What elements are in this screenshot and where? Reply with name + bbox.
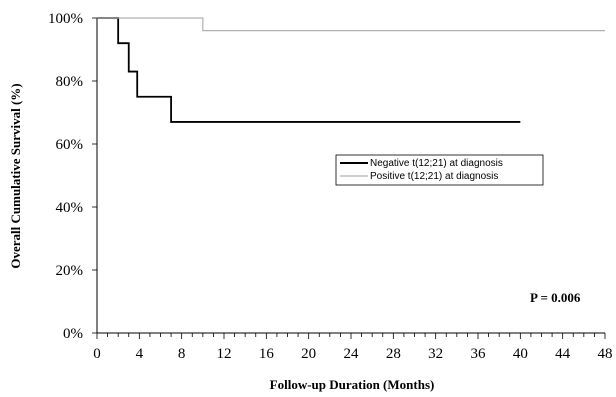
- x-axis-title: Follow-up Duration (Months): [270, 377, 435, 392]
- x-tick-label: 20: [301, 346, 316, 362]
- y-axis-title: Overall Cumulative Survival (%): [8, 83, 23, 268]
- legend-label-positive: Positive t(12;21) at diagnosis: [370, 171, 498, 182]
- x-tick-label: 28: [386, 346, 401, 362]
- x-tick-label: 32: [428, 346, 443, 362]
- legend-box: [335, 154, 544, 186]
- x-tick-label: 24: [344, 346, 360, 362]
- legend-label-negative: Negative t(12;21) at diagnosis: [370, 158, 503, 169]
- y-tick-label: 0%: [63, 326, 83, 342]
- chart-ticks: 0 4 8 12 16 20 24 28 32 36 40 44 480%20%40%60%80%100…: [48, 11, 613, 362]
- y-tick-label: 60%: [56, 137, 84, 153]
- y-tick-label: 80%: [56, 74, 84, 90]
- y-tick-label: 100%: [48, 11, 83, 27]
- series-line-1: [97, 17, 605, 32]
- x-tick-label: 0: [93, 346, 101, 362]
- p-value-annotation: P = 0.006: [530, 290, 581, 305]
- y-tick-label: 20%: [56, 263, 84, 279]
- x-tick-label: 8: [178, 346, 186, 362]
- x-tick-label: 12: [217, 346, 232, 362]
- x-tick-label: 44: [555, 346, 571, 362]
- legend: Negative t(12;21) at diagnosis Positive …: [335, 154, 544, 186]
- x-tick-label: 16: [259, 346, 275, 362]
- x-tick-label: 4: [136, 346, 144, 362]
- x-tick-label: 48: [598, 346, 613, 362]
- series-line-0: [97, 17, 521, 123]
- x-tick-label: 36: [471, 346, 487, 362]
- y-tick-label: 40%: [56, 200, 84, 216]
- chart-series: [97, 17, 605, 123]
- x-tick-label: 40: [513, 346, 528, 362]
